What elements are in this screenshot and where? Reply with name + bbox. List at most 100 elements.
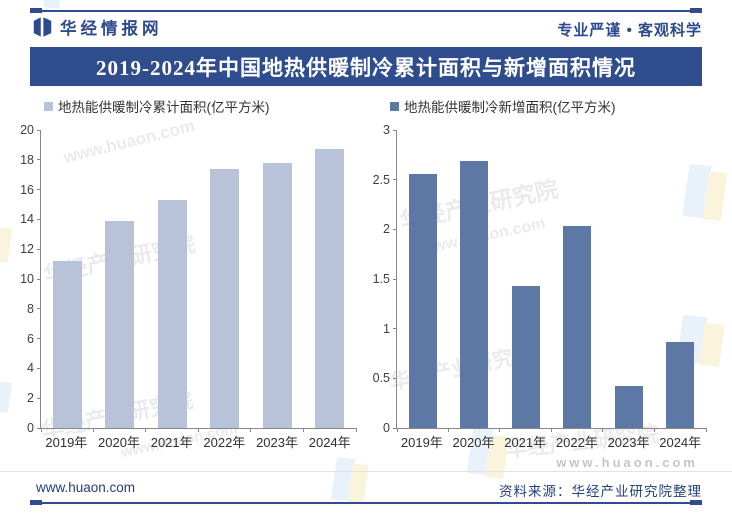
bottom-rule-left-cap (30, 500, 42, 505)
bar-2020年 (460, 160, 489, 428)
x-axis-label-2022年: 2022年 (555, 435, 598, 450)
bar-2024年 (666, 341, 695, 428)
y-axis-tick-mark (37, 218, 41, 220)
legend-label-cumulative: 地热能供暖制冷累计面积(亿平方米) (58, 100, 270, 115)
y-axis-tick-label: 1 (383, 321, 390, 336)
x-axis-label-2024年: 2024年 (659, 435, 702, 450)
y-axis-tick-label: 1.5 (372, 272, 390, 286)
brand-name: 华经情报网 (60, 20, 163, 38)
legend-swatch-cumulative (44, 101, 53, 111)
footer-divider (0, 471, 732, 472)
y-axis-tick-label: 10 (20, 272, 34, 286)
legend-label-new: 地热能供暖制冷新增面积(亿平方米) (404, 100, 616, 115)
x-axis-labels-new: 2019年 2020年 2021年 2022年 2023年 2024年 (396, 432, 706, 452)
x-axis-tick-mark (654, 428, 655, 432)
y-axis-tick-mark (393, 228, 397, 230)
x-axis-tick-mark (145, 428, 147, 432)
title-banner: 2019-2024年中国地热供暖制冷累计面积与新增面积情况 (30, 47, 702, 86)
x-axis-tick-mark (198, 428, 199, 432)
y-axis-tick-mark (37, 427, 41, 429)
bar-2022年 (563, 226, 592, 428)
x-axis-tick-mark (447, 428, 449, 432)
y-axis-tick-label: 3 (383, 123, 390, 137)
x-axis-tick-mark (92, 428, 94, 432)
watermark-shape (43, 0, 61, 9)
x-axis-label-2020年: 2020年 (98, 435, 140, 450)
bar-2021年 (157, 200, 187, 428)
y-axis-tick-label: 2 (383, 222, 390, 237)
y-axis-tick-mark (37, 129, 41, 131)
y-axis-tick-label: 0 (383, 421, 390, 435)
x-axis-labels-cumulative: 2019年 2020年 2021年 2022年 2023年 2024年 (40, 432, 356, 452)
y-axis-tick-label: 14 (20, 212, 34, 227)
y-axis-tick-mark (37, 159, 41, 161)
watermark-url-text: www.huaon.com (556, 455, 698, 470)
x-axis-tick-mark (551, 428, 552, 432)
bar-2019年 (52, 261, 82, 428)
top-rule-line (30, 10, 702, 12)
x-axis-tick-mark (303, 428, 304, 432)
y-axis-tick-mark (393, 129, 397, 131)
x-axis-label-2023年: 2023年 (607, 435, 650, 450)
legend-swatch-new (390, 101, 399, 111)
x-axis-label-2021年: 2021年 (504, 435, 547, 450)
y-axis-tick-mark (393, 377, 397, 379)
y-axis-tick-label: 2 (27, 391, 34, 406)
y-axis-tick-label: 6 (27, 331, 34, 346)
y-axis-tick-label: 4 (27, 361, 34, 376)
plot-area-new: 0 0.5 1 1.5 2 2.5 3 (373, 123, 707, 435)
legend-new: 地热能供暖制冷新增面积(亿平方米) (390, 96, 616, 116)
y-axis-tick-label: 20 (20, 123, 34, 137)
x-axis-label-2021年: 2021年 (150, 435, 193, 450)
bottom-rule-right-cap (690, 500, 702, 505)
y-axis-tick-label: 16 (20, 182, 34, 197)
y-axis-tick-label: 0 (27, 421, 34, 435)
y-axis-tick-mark (37, 308, 41, 310)
top-rule-right-cap (690, 8, 702, 13)
x-axis-label-2020年: 2020年 (452, 435, 495, 450)
y-axis-tick-label: 0.5 (372, 371, 390, 386)
x-axis-tick-mark (250, 428, 252, 432)
page-title: 2019-2024年中国地热供暖制冷累计面积与新增面积情况 (96, 55, 636, 80)
bar-2021年 (511, 285, 540, 428)
x-axis-tick-mark (396, 428, 398, 432)
y-axis-tick-mark (37, 278, 41, 280)
header-tagline: 专业严谨 • 客观科学 (557, 22, 702, 39)
y-axis-tick-mark (393, 278, 397, 280)
y-axis-tick-mark (37, 397, 41, 399)
y-axis-tick-label: 18 (20, 152, 34, 167)
bar-2023年 (262, 162, 292, 428)
y-axis-tick-label: 12 (20, 242, 34, 257)
bar-2019年 (408, 173, 437, 428)
top-rule-left-cap (30, 8, 42, 13)
bar-2024年 (315, 149, 345, 428)
y-axis-tick-mark (393, 328, 397, 330)
footer-data-source: 资料来源：华经产业研究院整理 (499, 484, 702, 499)
y-axis-tick-mark (37, 367, 41, 369)
brand: 华经情报网 (32, 15, 163, 39)
legend-cumulative: 地热能供暖制冷累计面积(亿平方米) (44, 96, 270, 116)
x-axis-tick-mark (705, 428, 707, 432)
chart-new-area: 地热能供暖制冷新增面积(亿平方米) 0 0.5 1 1.5 2 2.5 3 2019年 202… (366, 92, 712, 460)
x-axis-label-2019年: 2019年 (400, 435, 443, 450)
x-axis-tick-mark (355, 428, 357, 432)
x-axis-label-2024年: 2024年 (308, 435, 351, 450)
y-axis-tick-mark (37, 189, 41, 191)
bar-2022年 (210, 168, 240, 428)
bar-2023年 (614, 386, 643, 428)
y-axis-tick-label: 8 (27, 301, 34, 316)
y-axis-tick-mark (393, 179, 397, 181)
bottom-rule-line (30, 502, 702, 504)
x-axis-label-2019年: 2019年 (45, 435, 88, 450)
chart-cumulative-area: 地热能供暖制冷累计面积(亿平方米) 0 2 4 6 8 10 12 14 16 18 20 2019… (10, 92, 362, 460)
y-axis-tick-mark (37, 248, 41, 250)
footer-site-url: www.huaon.com (36, 480, 136, 495)
brand-logo-icon (33, 17, 52, 37)
x-axis-tick-mark (602, 428, 604, 432)
plot-area-cumulative: 0 2 4 6 8 10 12 14 16 18 20 (20, 123, 357, 435)
bar-2020年 (105, 220, 135, 428)
x-axis-tick-mark (499, 428, 501, 432)
y-axis-tick-mark (37, 338, 41, 340)
x-axis-tick-mark (40, 428, 42, 432)
